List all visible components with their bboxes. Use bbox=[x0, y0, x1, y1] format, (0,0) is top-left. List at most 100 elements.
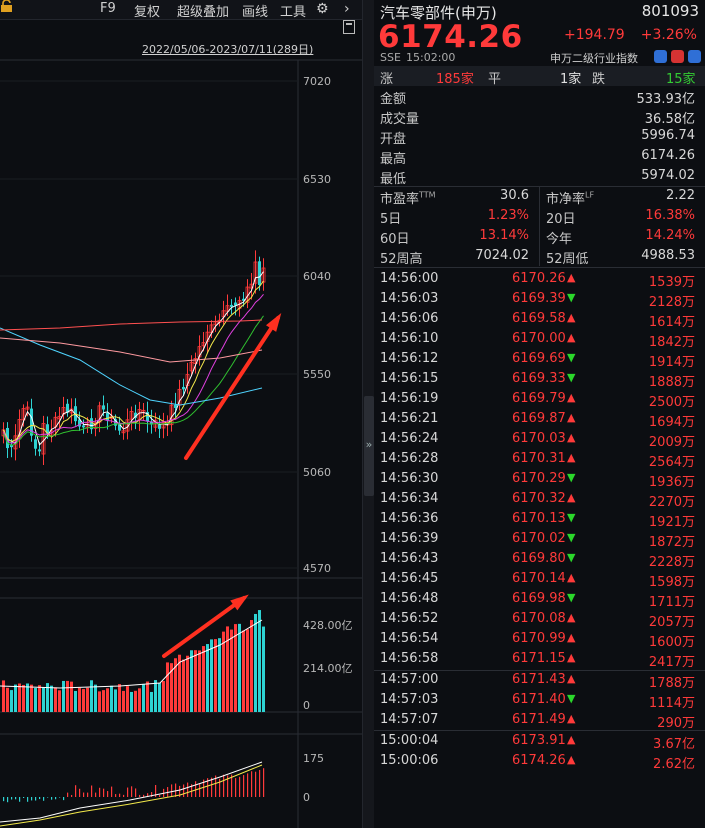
lock-icon[interactable] bbox=[0, 0, 13, 12]
f9-button[interactable]: F9 bbox=[100, 1, 116, 16]
tick-row[interactable]: 14:56:10 6170.00 ▲ 1842万 bbox=[374, 330, 705, 350]
ratio-label: 52周高 bbox=[380, 252, 423, 267]
tick-row[interactable]: 14:56:43 6169.80 ▼ 2228万 bbox=[374, 550, 705, 570]
macd-bar bbox=[171, 784, 173, 797]
candle-body bbox=[129, 411, 134, 420]
candle-body bbox=[134, 412, 137, 418]
volume-bar bbox=[66, 680, 69, 712]
volume-bar bbox=[70, 681, 73, 712]
more-arrow-icon[interactable]: › bbox=[344, 1, 350, 17]
ratio-value: 14.24% bbox=[645, 228, 695, 243]
tick-price: 6170.31 bbox=[512, 451, 566, 466]
tick-row[interactable]: 15:00:04 6173.91 ▲ 3.67亿 bbox=[374, 732, 705, 752]
candle-body bbox=[230, 304, 233, 307]
date-range[interactable]: 2022/05/06-2023/07/11(289日) bbox=[142, 43, 314, 56]
candle-body bbox=[21, 408, 26, 421]
macd-bar bbox=[59, 797, 61, 798]
tick-row[interactable]: 14:56:36 6170.13 ▼ 1921万 bbox=[374, 510, 705, 530]
volume-bar bbox=[18, 683, 21, 712]
add-icon[interactable] bbox=[671, 50, 684, 63]
tick-row[interactable]: 14:57:07 6171.49 ▲ 290万 bbox=[374, 711, 705, 731]
tick-volume: 1114万 bbox=[648, 696, 695, 711]
tick-row[interactable]: 14:56:45 6170.14 ▲ 1598万 bbox=[374, 570, 705, 590]
adjust-button[interactable]: 复权 bbox=[134, 5, 161, 20]
tick-row[interactable]: 14:56:00 6170.26 ▲ 1539万 bbox=[374, 270, 705, 290]
advance-decline-bar: 涨 185家 平 1家 跌 15家 bbox=[374, 66, 705, 87]
volume-bar bbox=[214, 639, 217, 712]
tick-row[interactable]: 14:56:48 6169.98 ▼ 1711万 bbox=[374, 590, 705, 610]
volume-bar bbox=[126, 686, 129, 712]
gear-icon[interactable]: ⚙ bbox=[316, 1, 329, 17]
volume-bar bbox=[2, 680, 5, 712]
volume-bar bbox=[226, 626, 229, 712]
tick-row[interactable]: 14:56:06 6169.58 ▲ 1614万 bbox=[374, 310, 705, 330]
volume-bar bbox=[202, 646, 205, 712]
tick-price: 6170.13 bbox=[512, 511, 566, 526]
down-count: 15家 bbox=[666, 72, 696, 87]
ma-line bbox=[3, 315, 264, 446]
divider bbox=[374, 186, 705, 187]
volume-bar bbox=[146, 681, 149, 712]
macd-axis-label: 0 bbox=[303, 791, 310, 804]
tick-row[interactable]: 14:57:00 6171.43 ▲ 1788万 bbox=[374, 671, 705, 691]
tick-time: 14:56:00 bbox=[380, 271, 439, 286]
tick-time: 14:56:15 bbox=[380, 371, 439, 386]
candle-body bbox=[93, 422, 98, 429]
tick-row[interactable]: 14:56:52 6170.08 ▲ 2057万 bbox=[374, 610, 705, 630]
tick-row[interactable]: 14:56:19 6169.79 ▲ 2500万 bbox=[374, 390, 705, 410]
tick-price: 6170.29 bbox=[512, 471, 566, 486]
volume-axis-label: 214.00亿 bbox=[303, 662, 353, 675]
volume-bar bbox=[230, 629, 233, 712]
macd-bar bbox=[79, 788, 81, 797]
volume-bar bbox=[102, 690, 105, 712]
overlay-button[interactable]: 超级叠加 bbox=[177, 5, 230, 20]
calculator-icon[interactable] bbox=[343, 20, 355, 34]
macd-bar bbox=[179, 785, 181, 797]
tick-row[interactable]: 14:56:34 6170.32 ▲ 2270万 bbox=[374, 490, 705, 510]
tick-row[interactable]: 14:56:58 6171.15 ▲ 2417万 bbox=[374, 650, 705, 670]
tick-time: 14:56:54 bbox=[380, 631, 439, 646]
macd-bar bbox=[207, 778, 209, 797]
macd-bar bbox=[19, 797, 21, 802]
tick-price: 6170.32 bbox=[512, 491, 566, 506]
tick-row[interactable]: 14:56:54 6170.99 ▲ 1600万 bbox=[374, 630, 705, 650]
tick-row[interactable]: 14:56:28 6170.31 ▲ 2564万 bbox=[374, 450, 705, 470]
tick-volume: 1888万 bbox=[648, 375, 695, 390]
volume-bar bbox=[206, 644, 209, 712]
stat-label: 最高 bbox=[380, 152, 407, 167]
tick-row[interactable]: 14:56:30 6170.29 ▼ 1936万 bbox=[374, 470, 705, 490]
kline-canvas[interactable]: 7020 6530 6040 5550 5060 4570 428.00亿 214.00亿 0 1… bbox=[0, 0, 362, 828]
tick-row[interactable]: 14:56:39 6170.02 ▼ 1872万 bbox=[374, 530, 705, 550]
bell-icon[interactable] bbox=[654, 50, 667, 63]
tick-time: 14:56:06 bbox=[380, 311, 439, 326]
collapse-handle-icon[interactable]: » bbox=[364, 396, 374, 496]
tools-button[interactable]: 工具 bbox=[280, 5, 307, 20]
stat-value: 5974.02 bbox=[641, 168, 695, 183]
tick-price: 6171.40 bbox=[512, 692, 566, 707]
tick-row[interactable]: 14:56:21 6169.87 ▲ 1694万 bbox=[374, 410, 705, 430]
tick-volume: 1598万 bbox=[648, 575, 695, 590]
arrow-down-icon: ▼ bbox=[567, 551, 576, 564]
kline-chart[interactable]: 7020 6530 6040 5550 5060 4570 428.00亿 214.00亿 0 1… bbox=[0, 0, 362, 828]
macd-bar bbox=[231, 774, 233, 797]
panel-splitter[interactable]: » bbox=[362, 0, 374, 828]
tick-row[interactable]: 14:56:24 6170.03 ▲ 2009万 bbox=[374, 430, 705, 450]
tick-volume: 1694万 bbox=[648, 415, 695, 430]
ratio-label: 市净率LF bbox=[546, 190, 595, 207]
tick-row[interactable]: 14:56:12 6169.69 ▼ 1914万 bbox=[374, 350, 705, 370]
macd-bar bbox=[55, 797, 57, 800]
candle-body bbox=[242, 298, 245, 301]
tick-row[interactable]: 14:56:03 6169.39 ▼ 2128万 bbox=[374, 290, 705, 310]
menu-icon[interactable] bbox=[688, 50, 701, 63]
tick-volume: 2564万 bbox=[648, 455, 695, 470]
tick-volume: 1936万 bbox=[648, 475, 695, 490]
tick-row[interactable]: 14:57:03 6171.40 ▼ 1114万 bbox=[374, 691, 705, 711]
tick-row[interactable]: 14:56:15 6169.33 ▼ 1888万 bbox=[374, 370, 705, 390]
macd-bar bbox=[75, 785, 77, 797]
tick-volume: 2.62亿 bbox=[653, 757, 695, 772]
draw-line-button[interactable]: 画线 bbox=[242, 5, 269, 20]
tick-row[interactable]: 15:00:06 6174.26 ▲ 2.62亿 bbox=[374, 752, 705, 772]
security-name: 汽车零部件(申万) bbox=[380, 4, 497, 22]
tick-price: 6171.15 bbox=[512, 651, 566, 666]
volume-bar bbox=[222, 631, 225, 712]
